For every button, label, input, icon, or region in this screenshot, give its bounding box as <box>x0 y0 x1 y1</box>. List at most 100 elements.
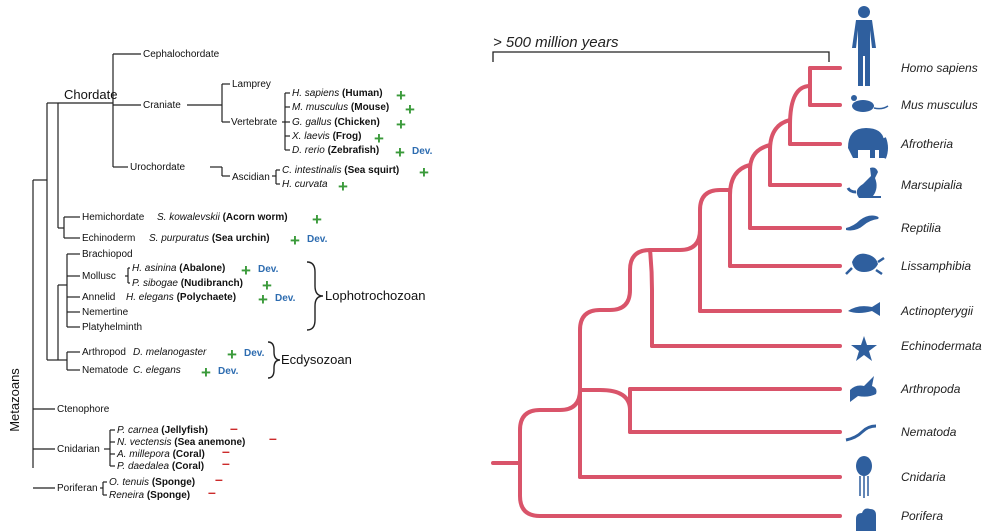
dev-polychaete: Dev. <box>275 293 296 304</box>
taxon-label: Mus musculus <box>901 98 978 112</box>
taxon-label: Lissamphibia <box>901 259 971 273</box>
plus-frog: + <box>374 129 384 148</box>
insect-icon <box>850 376 877 402</box>
minus-jellyfish: – <box>230 420 238 436</box>
lizard-icon <box>846 215 879 231</box>
node-vertebrate: Vertebrate <box>231 117 278 128</box>
species-jellyfish: P. carnea (Jellyfish) <box>117 425 208 436</box>
taxon-label: Nematoda <box>901 425 957 439</box>
plus-abalone: + <box>241 261 251 280</box>
node-nematode: Nematode <box>82 365 129 376</box>
minus-sponge1: – <box>215 471 223 487</box>
node-cnidarian: Cnidarian <box>57 444 100 455</box>
taxon-label: Marsupialia <box>901 178 963 192</box>
lophotrochozoan-brace <box>306 261 324 331</box>
species-mouse: M. musculus (Mouse) <box>292 102 389 113</box>
human-icon <box>852 6 876 86</box>
plus-polychaete: + <box>258 290 268 309</box>
taxon-label: Afrotheria <box>900 137 953 151</box>
taxon-label: Echinodermata <box>901 339 982 353</box>
species-frog: X. laevis (Frog) <box>291 131 361 142</box>
species-sponge2: Reneira (Sponge) <box>109 490 190 501</box>
node-echinoderm: Echinoderm <box>82 233 135 244</box>
species-acornworm: S. kowalevskii (Acorn worm) <box>157 212 288 223</box>
dev-dmelanogaster: Dev. <box>244 348 265 359</box>
species-dmelanogaster: D. melanogaster <box>133 347 207 358</box>
node-lamprey: Lamprey <box>232 79 271 90</box>
jellyfish-icon <box>856 456 872 498</box>
node-mollusc: Mollusc <box>82 271 116 282</box>
plus-nudibranch: + <box>262 276 272 295</box>
dev-seaurchin: Dev. <box>307 234 328 245</box>
left-tree-branches <box>32 53 290 496</box>
species-nudibranch: P. sibogae (Nudibranch) <box>132 278 243 289</box>
plus-human: + <box>396 86 406 105</box>
group-ecdysozoan: Ecdysozoan <box>281 352 352 367</box>
group-lophotrochozoan: Lophotrochozoan <box>325 288 425 303</box>
node-hemichordate: Hemichordate <box>82 212 145 223</box>
frog-icon <box>845 253 885 276</box>
minus-coral2: – <box>222 455 230 471</box>
taxon-label: Porifera <box>901 509 943 523</box>
species-seasquirt: C. intestinalis (Sea squirt) <box>282 165 399 176</box>
plus-acornworm: + <box>312 210 322 229</box>
scale-label: > 500 million years <box>493 34 619 51</box>
node-annelid: Annelid <box>82 292 115 303</box>
node-platyhelminth: Platyhelminth <box>82 322 142 333</box>
plus-seasquirt: + <box>419 163 429 182</box>
nematode-icon <box>845 424 877 442</box>
node-ascidian: Ascidian <box>232 172 270 183</box>
taxon-label: Reptilia <box>901 221 941 235</box>
minus-coral1: – <box>222 443 230 459</box>
taxon-label: Cnidaria <box>901 470 946 484</box>
node-urochordate: Urochordate <box>130 162 185 173</box>
species-coral1: A. millepora (Coral) <box>116 449 205 460</box>
species-hcurvata: H. curvata <box>282 179 328 190</box>
fish-icon <box>848 302 880 316</box>
time-scale: > 500 million years <box>492 34 830 62</box>
taxon-label: Actinopterygii <box>900 304 973 318</box>
taxa-labels: Homo sapiens Mus musculus Afrotheria Mar… <box>900 61 982 523</box>
taxon-label: Homo sapiens <box>901 61 978 75</box>
kangaroo-icon <box>846 167 881 198</box>
node-arthropod: Arthropod <box>82 347 126 358</box>
node-craniate: Craniate <box>143 100 181 111</box>
plus-mouse: + <box>405 100 415 119</box>
elephant-icon <box>848 128 888 159</box>
species-zebrafish: D. rerio (Zebrafish) <box>292 145 379 156</box>
metazoan-cladogram: Metazoans Cephalochordate Chordate Crani… <box>7 49 433 501</box>
species-chicken: G. gallus (Chicken) <box>292 117 380 128</box>
species-abalone: H. asinina (Abalone) <box>132 263 225 274</box>
ecdysozoan-brace <box>267 341 281 379</box>
taxa-icons <box>845 6 889 531</box>
node-nemertine: Nemertine <box>82 307 129 318</box>
node-poriferan: Poriferan <box>57 483 98 494</box>
species-polychaete: H. elegans (Polychaete) <box>126 292 236 303</box>
dev-abalone: Dev. <box>258 264 279 275</box>
node-chordate: Chordate <box>64 87 117 102</box>
plus-celegans: + <box>201 363 211 382</box>
minus-sponge2: – <box>208 484 216 500</box>
dev-zebrafish: Dev. <box>412 146 433 157</box>
plus-zebrafish: + <box>395 143 405 162</box>
species-seaanemone: N. vectensis (Sea anemone) <box>117 437 245 448</box>
taxon-label: Arthropoda <box>900 382 961 396</box>
species-celegans: C. elegans <box>133 365 181 376</box>
dev-celegans: Dev. <box>218 366 239 377</box>
node-brachiopod: Brachiopod <box>82 249 133 260</box>
plus-chicken: + <box>396 115 406 134</box>
plus-dmelanogaster: + <box>227 345 237 364</box>
species-sponge1: O. tenuis (Sponge) <box>109 477 195 488</box>
starfish-icon <box>851 336 877 361</box>
node-cephalochordate: Cephalochordate <box>143 49 220 60</box>
animal-phylogeny-branches <box>491 66 842 518</box>
sponge-icon <box>856 508 876 531</box>
minus-seaanemone: – <box>269 430 277 446</box>
species-coral2: P. daedalea (Coral) <box>117 461 204 472</box>
node-ctenophore: Ctenophore <box>57 404 110 415</box>
species-human: H. sapiens (Human) <box>292 88 383 99</box>
root-label: Metazoans <box>7 368 22 432</box>
species-seaurchin: S. purpuratus (Sea urchin) <box>149 233 270 244</box>
plus-seaurchin: + <box>290 231 300 250</box>
